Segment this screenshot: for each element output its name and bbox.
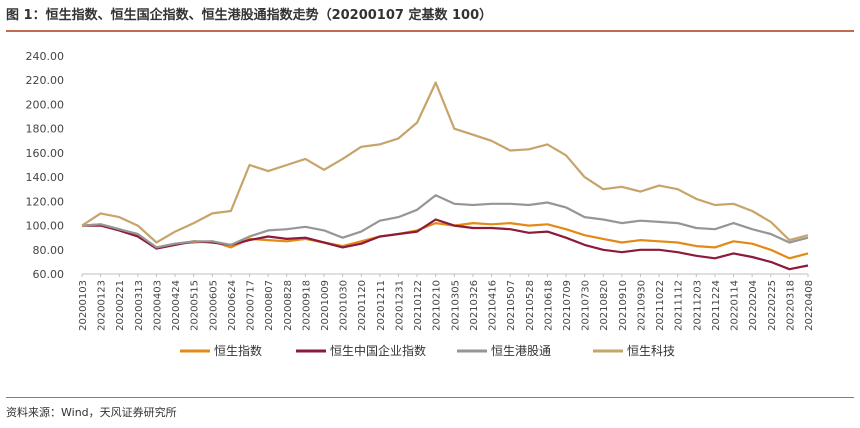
x-tick-label: 20201211	[376, 280, 387, 331]
x-tick-label: 20220225	[767, 280, 778, 331]
series-line-2	[82, 218, 809, 271]
legend-label: 恒生港股通	[491, 344, 551, 358]
y-tick-label: 220.00	[26, 74, 65, 87]
x-axis-ticks: 20200103 20200123 20200221 20200313 20200403…	[78, 274, 815, 331]
x-tick-label: 20210730	[581, 280, 592, 331]
x-tick-label: 20210305	[450, 280, 461, 331]
x-tick-label: 20220114	[730, 280, 741, 331]
x-tick-label: 20210820	[599, 280, 610, 331]
x-tick-label: 20200605	[208, 280, 219, 331]
legend-label: 恒生科技	[627, 344, 675, 358]
series-line-4	[81, 81, 809, 244]
x-tick-label: 20210416	[488, 280, 499, 331]
x-tick-label: 20210122	[413, 280, 424, 331]
legend-label: 恒生指数	[214, 343, 262, 358]
x-tick-label: 20210507	[506, 280, 517, 331]
x-tick-label: 20211022	[655, 280, 666, 331]
x-tick-label: 20220318	[785, 280, 796, 331]
x-tick-label: 20200918	[301, 280, 312, 331]
x-tick-label: 20200221	[115, 280, 126, 331]
y-tick-label: 160.00	[26, 147, 65, 160]
title-rule	[6, 30, 854, 32]
y-tick-label: 80.00	[33, 244, 65, 257]
x-tick-label: 20210618	[543, 280, 554, 331]
x-tick-label: 20210326	[469, 280, 480, 331]
legend-label: 恒生中国企业指数	[330, 343, 426, 358]
y-axis-ticks: 60.00 80.00 100.00 120.00 140.00 160.00 180.00…	[26, 50, 65, 281]
y-tick-label: 180.00	[26, 123, 65, 136]
legend: 恒生指数 恒生中国企业指数 恒生港股通 恒生科技	[180, 343, 675, 358]
x-tick-label: 20220408	[804, 280, 815, 331]
x-tick-label: 20200313	[134, 280, 145, 331]
x-tick-label: 20200624	[227, 280, 238, 331]
x-tick-label: 20210709	[562, 280, 573, 331]
y-tick-label: 200.00	[26, 98, 65, 111]
x-tick-label: 20211203	[692, 280, 703, 331]
x-tick-label: 20210910	[618, 280, 629, 331]
x-tick-label: 20210210	[432, 280, 443, 331]
x-tick-label: 20210930	[636, 280, 647, 331]
x-tick-label: 20220204	[748, 280, 759, 331]
y-tick-label: 120.00	[26, 195, 65, 208]
x-tick-label: 20201009	[320, 280, 331, 331]
y-tick-label: 240.00	[26, 50, 65, 63]
series-lines	[81, 81, 809, 271]
x-tick-label: 20200828	[283, 280, 294, 331]
x-tick-label: 20200424	[171, 280, 182, 331]
x-tick-label: 20200807	[264, 280, 275, 331]
x-tick-label: 20200403	[152, 280, 163, 331]
x-tick-label: 20210528	[525, 280, 536, 331]
chart-title: 图 1：恒生指数、恒生国企指数、恒生港股通指数走势（20200107 定基数 1…	[6, 8, 493, 23]
x-tick-label: 20211112	[674, 280, 685, 331]
x-tick-label: 20200123	[97, 280, 108, 331]
x-tick-label: 20201231	[394, 280, 405, 331]
x-tick-label: 20200515	[190, 280, 201, 331]
x-tick-label: 20200717	[246, 280, 257, 331]
source-note: 资料来源：Wind，天风证券研究所	[6, 406, 177, 419]
y-tick-label: 100.00	[26, 220, 65, 233]
y-tick-label: 140.00	[26, 171, 65, 184]
x-tick-label: 20201120	[357, 280, 368, 331]
x-tick-label: 20211224	[711, 280, 722, 331]
x-tick-label: 20200103	[78, 280, 89, 331]
y-tick-label: 60.00	[33, 268, 65, 281]
footer-rule	[6, 397, 854, 398]
series-line-3	[81, 194, 809, 249]
x-tick-label: 20201030	[339, 280, 350, 331]
